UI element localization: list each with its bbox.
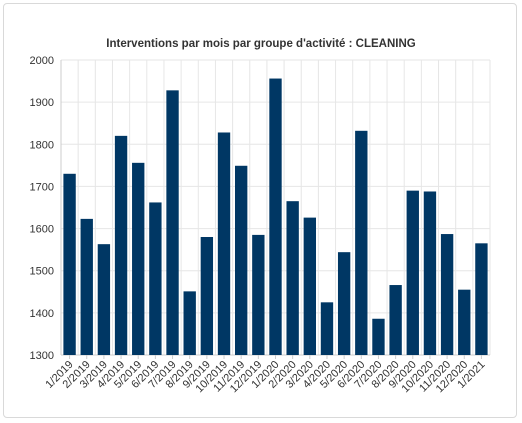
- bar-12/2019[interactable]: [252, 234, 265, 355]
- y-tick-label: 1900: [30, 97, 54, 109]
- bar-10/2019[interactable]: [217, 132, 231, 355]
- y-tick-label: 2000: [30, 55, 54, 67]
- bar-2/2020[interactable]: [286, 201, 299, 355]
- bar-6/2020[interactable]: [355, 130, 368, 355]
- bar-1/2020[interactable]: [269, 78, 282, 356]
- bar-10/2020[interactable]: [423, 191, 437, 355]
- y-tick-label: 1500: [30, 266, 54, 278]
- bar-8/2020[interactable]: [389, 285, 402, 355]
- bar-2/2019[interactable]: [80, 218, 93, 355]
- bar-9/2019[interactable]: [200, 237, 214, 355]
- bar-1/2019[interactable]: [63, 173, 76, 355]
- bar-3/2020[interactable]: [303, 217, 316, 355]
- bar-5/2020[interactable]: [337, 252, 351, 355]
- y-tick-label: 1600: [30, 224, 54, 236]
- y-tick-label: 1800: [30, 139, 54, 151]
- y-tick-label: 1300: [30, 350, 54, 362]
- bar-7/2019[interactable]: [166, 90, 179, 355]
- bar-1/2021[interactable]: [475, 243, 488, 355]
- bar-11/2020[interactable]: [440, 234, 454, 355]
- bar-8/2019[interactable]: [183, 291, 196, 355]
- bar-9/2020[interactable]: [406, 190, 419, 355]
- bar-4/2019[interactable]: [114, 135, 128, 355]
- bar-6/2019[interactable]: [149, 202, 162, 355]
- chart-title: Interventions par mois par groupe d'acti…: [106, 38, 416, 50]
- bar-11/2019[interactable]: [235, 165, 248, 355]
- y-tick-label: 1400: [30, 308, 54, 320]
- bar-3/2019[interactable]: [97, 244, 111, 355]
- y-axis-ticks: 1300 1400 1500 1600 1700 1800 1900 2000: [30, 55, 54, 362]
- bar-12/2020[interactable]: [458, 289, 471, 355]
- x-axis-ticks: 1/20192/20193/20194/20195/20196/20197/20…: [43, 355, 488, 395]
- bar-4/2020[interactable]: [320, 302, 334, 355]
- bars: [63, 78, 488, 356]
- bar-7/2020[interactable]: [372, 318, 385, 355]
- bar-5/2019[interactable]: [132, 162, 145, 355]
- y-tick-label: 1700: [30, 181, 54, 193]
